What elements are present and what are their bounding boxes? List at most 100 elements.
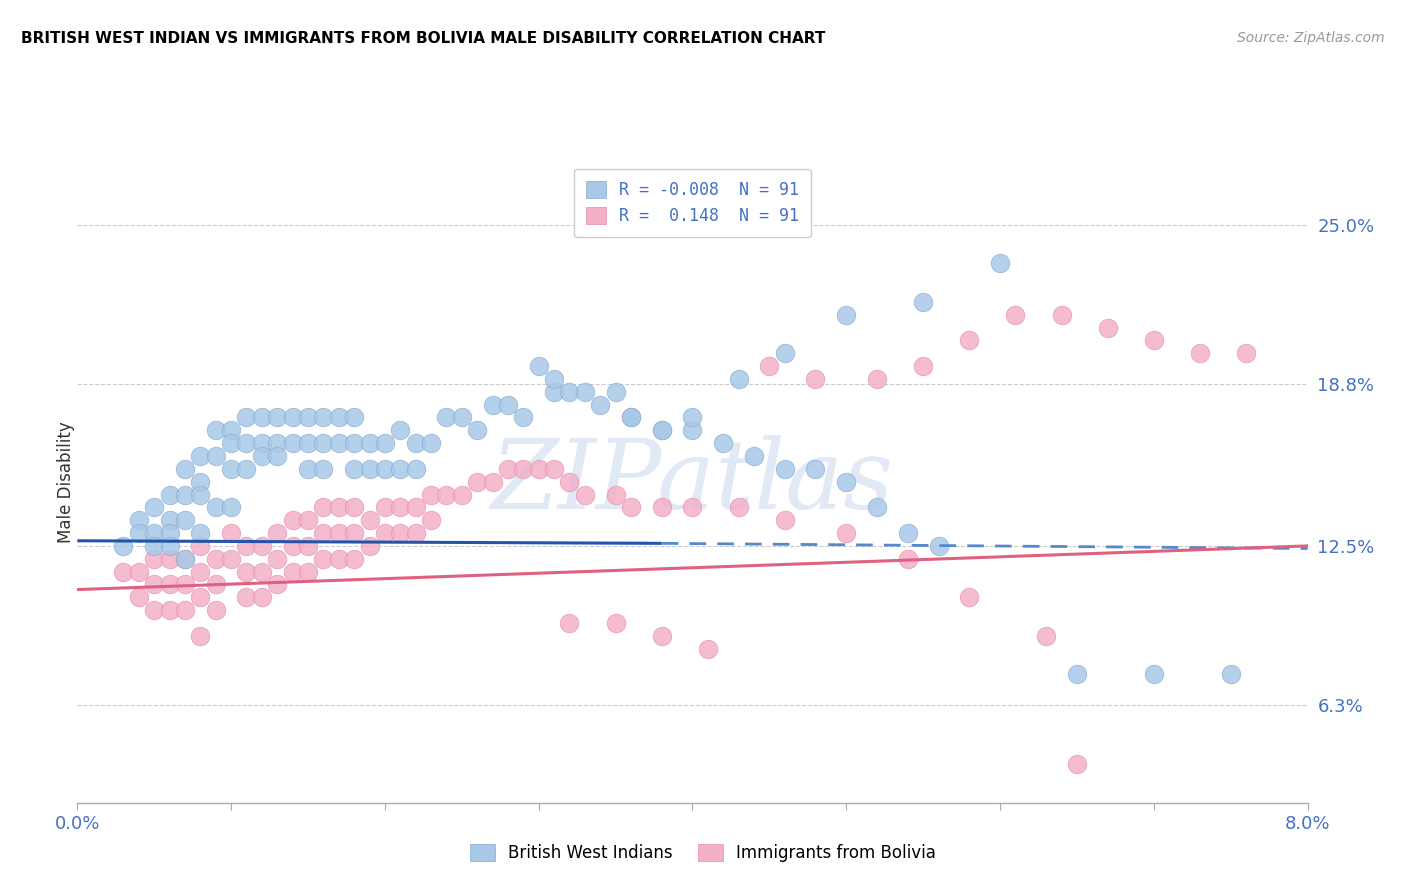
Point [651, 500, 673, 515]
Point [235, 539, 257, 553]
Point [1097, 320, 1119, 334]
Point [405, 526, 427, 541]
Point [250, 565, 273, 579]
Point [297, 410, 319, 425]
Point [558, 384, 581, 399]
Point [543, 384, 565, 399]
Point [835, 475, 858, 489]
Point [204, 551, 226, 566]
Point [574, 487, 596, 501]
Point [897, 526, 920, 541]
Point [250, 449, 273, 463]
Point [266, 526, 288, 541]
Point [742, 449, 765, 463]
Point [281, 436, 304, 450]
Point [250, 591, 273, 605]
Point [174, 551, 197, 566]
Point [558, 475, 581, 489]
Point [128, 591, 150, 605]
Point [912, 294, 935, 309]
Point [620, 410, 643, 425]
Point [204, 423, 226, 437]
Point [174, 603, 197, 617]
Point [188, 539, 212, 553]
Point [957, 334, 980, 348]
Point [281, 410, 304, 425]
Point [389, 526, 412, 541]
Point [266, 449, 288, 463]
Point [188, 449, 212, 463]
Point [1234, 346, 1257, 360]
Point [682, 423, 704, 437]
Point [312, 551, 335, 566]
Point [235, 462, 257, 476]
Point [374, 462, 396, 476]
Point [159, 551, 181, 566]
Point [328, 526, 350, 541]
Point [389, 423, 412, 437]
Point [389, 500, 412, 515]
Point [897, 551, 920, 566]
Point [328, 410, 350, 425]
Point [773, 462, 796, 476]
Point [343, 436, 366, 450]
Point [143, 551, 166, 566]
Point [188, 487, 212, 501]
Point [465, 475, 488, 489]
Point [204, 577, 226, 591]
Point [159, 526, 181, 541]
Point [928, 539, 950, 553]
Point [543, 372, 565, 386]
Point [405, 500, 427, 515]
Point [436, 410, 458, 425]
Point [204, 449, 226, 463]
Point [450, 410, 472, 425]
Point [204, 603, 226, 617]
Point [112, 565, 135, 579]
Point [405, 436, 427, 450]
Point [727, 500, 749, 515]
Point [343, 526, 366, 541]
Point [235, 591, 257, 605]
Point [128, 526, 150, 541]
Point [143, 577, 166, 591]
Point [143, 603, 166, 617]
Point [204, 500, 226, 515]
Point [512, 462, 534, 476]
Point [159, 539, 181, 553]
Point [343, 462, 366, 476]
Point [835, 526, 858, 541]
Point [804, 462, 827, 476]
Point [496, 398, 519, 412]
Point [682, 500, 704, 515]
Point [143, 526, 166, 541]
Point [159, 603, 181, 617]
Point [804, 372, 827, 386]
Point [1004, 308, 1026, 322]
Point [912, 359, 935, 373]
Point [174, 551, 197, 566]
Point [374, 500, 396, 515]
Point [297, 565, 319, 579]
Point [773, 346, 796, 360]
Point [359, 513, 381, 527]
Point [312, 462, 335, 476]
Point [605, 487, 627, 501]
Point [651, 629, 673, 643]
Point [481, 398, 503, 412]
Point [758, 359, 780, 373]
Point [343, 551, 366, 566]
Point [481, 475, 503, 489]
Point [219, 436, 242, 450]
Legend: British West Indians, Immigrants from Bolivia: British West Indians, Immigrants from Bo… [461, 836, 945, 871]
Point [866, 500, 889, 515]
Point [328, 436, 350, 450]
Legend: R = -0.008  N = 91, R =  0.148  N = 91: R = -0.008 N = 91, R = 0.148 N = 91 [574, 169, 811, 237]
Point [281, 513, 304, 527]
Point [312, 526, 335, 541]
Point [250, 436, 273, 450]
Point [297, 539, 319, 553]
Point [112, 539, 135, 553]
Point [682, 410, 704, 425]
Point [1219, 667, 1241, 681]
